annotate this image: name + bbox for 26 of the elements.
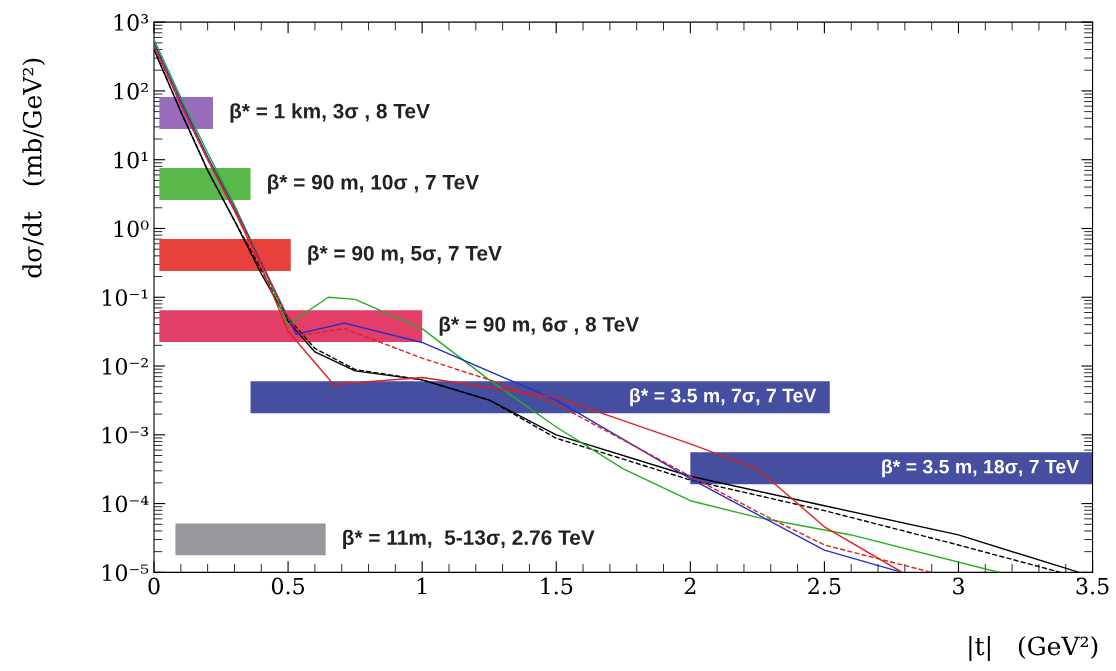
band-label: β* = 3.5 m, 18σ, 7 TeV <box>882 459 1080 478</box>
band-label: β* = 90 m, 6σ , 8 TeV <box>439 316 639 336</box>
y-tick-label: 10⁻⁵ <box>102 564 149 582</box>
y-axis-title: dσ/dt (mb/GeV²) <box>22 58 46 278</box>
y-tick-label: 10² <box>114 82 148 100</box>
band-label: β* = 90 m, 10σ , 7 TeV <box>268 174 479 194</box>
x-axis-title: |t| (GeV²) <box>969 635 1098 661</box>
band-label: β* = 1 km, 3σ , 8 TeV <box>230 103 430 123</box>
x-tick-label: 3.5 <box>1076 577 1109 595</box>
band-label: β* = 11m, 5-13σ, 2.76 TeV <box>343 529 595 550</box>
y-tick-label: 10⁻⁴ <box>102 495 149 513</box>
x-tick-label: 0 <box>148 577 160 595</box>
y-tick-label: 10³ <box>114 14 149 31</box>
y-tick-label: 10¹ <box>114 151 148 169</box>
y-tick-label: 10⁻¹ <box>102 289 148 307</box>
x-tick-label: 0.5 <box>271 577 305 595</box>
y-tick-label: 10⁻² <box>102 357 148 375</box>
band-label: β* = 3.5 m, 7σ, 7 TeV <box>630 388 817 407</box>
x-tick-label: 3 <box>953 577 964 595</box>
x-tick-label: 2 <box>684 577 696 595</box>
y-tick-label: 10⁰ <box>114 220 149 238</box>
x-tick-label: 2.5 <box>808 577 841 595</box>
band-label: β* = 90 m, 5σ, 7 TeV <box>308 245 502 265</box>
x-tick-label: 1 <box>417 577 427 595</box>
x-tick-label: 1.5 <box>541 577 573 595</box>
y-tick-label: 10⁻³ <box>102 426 149 444</box>
